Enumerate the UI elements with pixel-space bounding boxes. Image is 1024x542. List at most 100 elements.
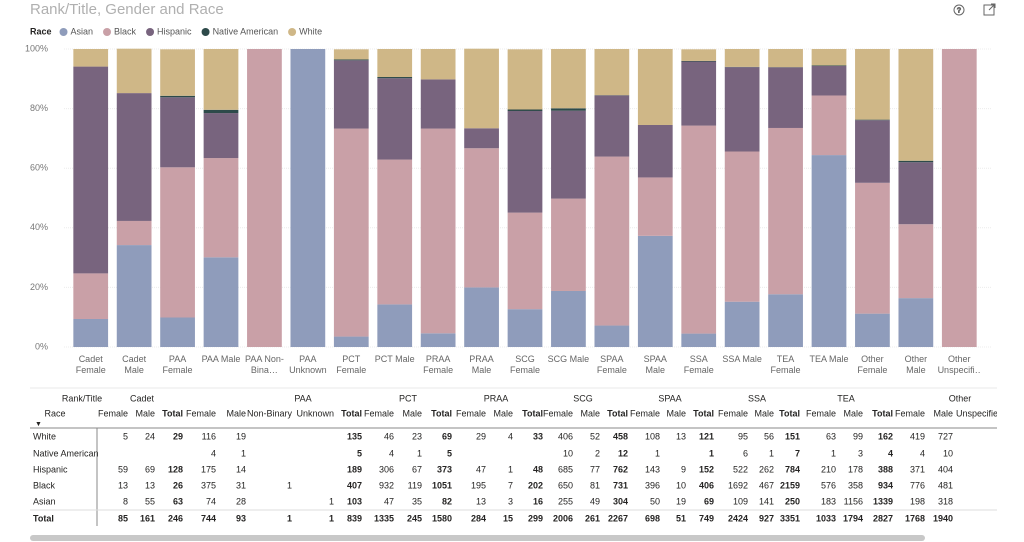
cell: 2267	[608, 513, 628, 523]
y-tick-label: 0%	[35, 341, 48, 351]
column-header: Female	[895, 408, 925, 418]
cell: 1	[287, 513, 292, 523]
bar-segment	[681, 49, 717, 61]
x-tick-label-box: SCG Female	[510, 354, 540, 375]
column-group-header: PCT	[399, 393, 418, 403]
cell: 1339	[873, 496, 893, 506]
cell: 5	[123, 431, 128, 441]
cell: 2827	[873, 513, 893, 523]
legend-label: Asian	[71, 26, 94, 36]
cell: 143	[645, 464, 660, 474]
cell: 1768	[905, 513, 925, 523]
cell: 82	[442, 496, 452, 506]
cell: 404	[938, 464, 953, 474]
cell: 2	[595, 448, 600, 458]
cell: 77	[590, 464, 600, 474]
cell: 1	[287, 480, 292, 490]
bar-segment	[160, 49, 195, 96]
x-tick-label-box: Other Male	[905, 354, 928, 375]
bar-segment	[420, 128, 456, 334]
cell: 522	[733, 464, 748, 474]
x-tick-label-box: PAA Non-Bina…	[245, 354, 284, 375]
focus-icon[interactable]: ?	[953, 4, 965, 16]
column-group-header: SCG	[573, 393, 593, 403]
column-header: Total	[162, 408, 183, 418]
bar-segment	[811, 155, 847, 347]
column-header: Female	[806, 408, 836, 418]
bar-segment	[160, 317, 195, 347]
cell: 141	[759, 496, 774, 506]
cell: 927	[759, 513, 774, 523]
bar-segment	[73, 66, 109, 274]
cell: 2424	[728, 513, 748, 523]
cell: 1033	[816, 513, 836, 523]
x-tick-label: SSA Male	[722, 354, 762, 364]
cell: 650	[558, 480, 573, 490]
cell: 31	[236, 480, 246, 490]
bar-segment	[290, 49, 326, 347]
cell: 1	[329, 496, 334, 506]
bar-segment	[724, 151, 760, 302]
cell: 69	[442, 431, 452, 441]
bar-segment	[811, 65, 847, 96]
cell: 7	[508, 480, 513, 490]
bar-segment	[116, 93, 152, 221]
cell: 3	[508, 496, 513, 506]
x-tick-label: PCT Male	[374, 354, 415, 364]
row-header: Total	[33, 513, 54, 523]
x-tick-label: Other Unspecifi…	[937, 354, 981, 375]
cell: 776	[910, 480, 925, 490]
scrollbar[interactable]	[30, 535, 925, 541]
cell: 762	[613, 464, 628, 474]
cell: 685	[558, 464, 573, 474]
cell: 246	[168, 513, 183, 523]
x-tick-label-box: SSA Female	[683, 354, 714, 375]
column-header: Female	[630, 408, 660, 418]
legend-marker	[146, 28, 155, 36]
cell: 108	[645, 431, 660, 441]
x-tick-label: PAA Male	[201, 354, 241, 364]
cell: 8	[123, 496, 128, 506]
bar-segment	[594, 325, 630, 347]
column-header: Non-Binary	[247, 408, 293, 418]
cell: 24	[145, 431, 155, 441]
cell: 26	[173, 480, 183, 490]
cell: 93	[236, 513, 246, 523]
x-tick-label-box: Other Unspecifi…	[937, 354, 981, 375]
bar-segment	[507, 212, 543, 310]
bar-segment	[898, 298, 934, 347]
y-tick-label: 80%	[30, 103, 48, 113]
x-tick-label: Cadet Female	[75, 354, 106, 375]
y-tick-label: 100%	[25, 43, 48, 53]
column-group-header: PRAA	[484, 393, 509, 403]
column-header: Male	[754, 408, 774, 418]
bar-segment	[768, 294, 803, 347]
bar-segment	[507, 49, 543, 110]
cell: 161	[140, 513, 155, 523]
cell: 5	[357, 448, 362, 458]
legend-marker	[288, 28, 297, 36]
bar-segment	[637, 235, 673, 347]
cell: 59	[118, 464, 128, 474]
x-tick-label: SSA Female	[683, 354, 714, 375]
sort-arrow[interactable]: ▼	[35, 421, 42, 428]
bar-segment	[637, 124, 673, 178]
cell: 95	[738, 431, 748, 441]
bar-segment	[160, 167, 195, 318]
row-header: Asian	[33, 496, 56, 506]
svg-text:?: ?	[957, 7, 961, 14]
bar-segment	[681, 60, 717, 62]
expand-icon[interactable]	[983, 3, 996, 16]
bar-segment	[637, 177, 673, 236]
bar-segment	[507, 109, 543, 111]
cell: 1580	[432, 513, 452, 523]
bar-segment	[377, 159, 413, 305]
column-group-header: TEA	[837, 393, 855, 403]
cell: 52	[590, 431, 600, 441]
cell: 109	[733, 496, 748, 506]
cell: 4	[389, 448, 394, 458]
bar-segment	[681, 333, 717, 347]
bar-segment	[333, 49, 369, 60]
cell: 932	[379, 480, 394, 490]
bar-segment	[116, 48, 152, 94]
